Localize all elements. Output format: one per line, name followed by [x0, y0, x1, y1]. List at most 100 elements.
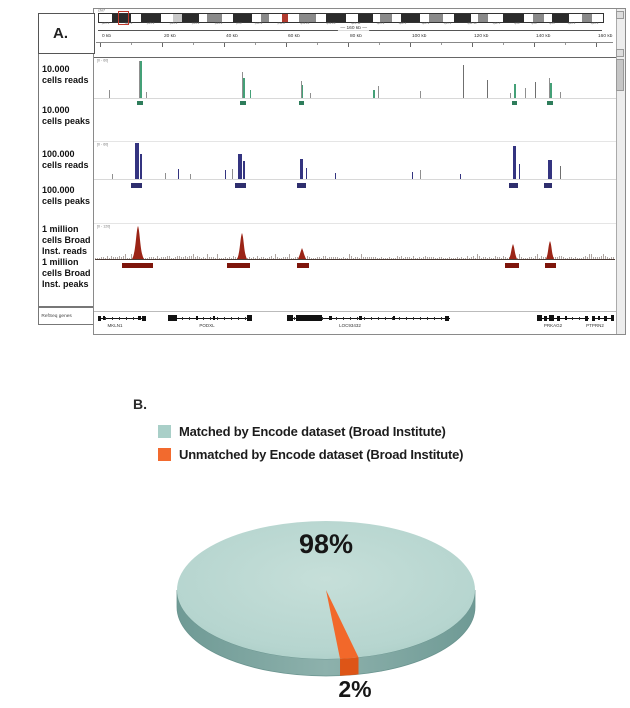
- read-coverage-spike: [109, 90, 110, 98]
- ideogram-band: [372, 14, 381, 22]
- read-coverage-spike: [146, 92, 147, 98]
- legend-row: Matched by Encode dataset (Broad Institu…: [158, 424, 446, 439]
- ruler-tick: [534, 43, 535, 47]
- red-track-svg: [95, 226, 615, 260]
- read-coverage-spike: [535, 82, 536, 98]
- read-coverage-spike: [140, 154, 142, 179]
- refseq-label-box: RefSeq genes: [38, 307, 95, 325]
- scrollbar-thumb: [616, 59, 624, 91]
- legend-label: Matched by Encode dataset (Broad Institu…: [179, 424, 446, 439]
- chromosome-label: chr7: [98, 9, 106, 13]
- read-coverage-spike: [243, 161, 245, 179]
- ruler-tick-label: 60 kb: [288, 34, 300, 39]
- track-scale-label: [0 - 60]: [97, 143, 109, 147]
- read-coverage-spike: [560, 166, 561, 179]
- track-label: 1 million cells Broad Inst. peaks: [42, 257, 91, 289]
- ruler-minor-tick: [379, 43, 380, 45]
- gene-exon: [138, 316, 141, 320]
- track-label: 10.000 cells reads: [42, 64, 89, 85]
- read-coverage-spike: [548, 160, 552, 179]
- ideogram-band: [533, 14, 545, 22]
- ideogram-band: [552, 14, 569, 22]
- peak-call-box: [297, 263, 309, 268]
- ideogram-band: [182, 14, 200, 22]
- pie-value-label-2: 2%: [338, 676, 372, 702]
- band-name: p14.3: [192, 22, 200, 25]
- ruler-tick-label: 120 kb: [474, 34, 489, 39]
- ruler-tick-label: 80 kb: [350, 34, 362, 39]
- ideogram-band: [419, 14, 430, 22]
- ideogram-band: [161, 14, 173, 22]
- band-name: q31.32: [467, 22, 477, 25]
- gene-name: PRKAG2: [543, 324, 563, 329]
- read-coverage-spike: [560, 92, 561, 98]
- refseq-label: RefSeq genes: [41, 313, 72, 319]
- ideogram-band: [316, 14, 326, 22]
- legend-row: Unmatched by Encode dataset (Broad Insti…: [158, 447, 463, 462]
- peak-call-box: [505, 263, 519, 268]
- track-scale-label: [0 - 60]: [97, 59, 109, 63]
- track-label: 100.000 cells reads: [42, 149, 89, 170]
- scroll-down-button: [616, 49, 624, 57]
- track-label: 10.000 cells peaks: [42, 105, 91, 126]
- legend-swatch-matched: [158, 425, 171, 438]
- ideogram-band: [391, 14, 401, 22]
- pie-value-label-98: 98%: [298, 529, 354, 559]
- chromosome-ideogram: [98, 13, 604, 23]
- band-name: q21.3: [376, 22, 384, 25]
- band-name: q36.3: [590, 22, 599, 25]
- band-name: p12.2: [255, 22, 263, 25]
- read-coverage-spike: [242, 78, 245, 98]
- igv-panel: chr7 p21.3 p21.1 p15.3 p15.1 p14.3 p14.1 p13 p1…: [93, 8, 626, 335]
- gene-strand-ticks: [98, 317, 146, 320]
- ruler-tick: [100, 43, 101, 47]
- read-coverage-spike: [420, 91, 421, 98]
- peak-call-box: [227, 263, 250, 268]
- read-coverage-spike: [525, 88, 526, 98]
- ruler-tick-label: 40 kb: [226, 34, 238, 39]
- track-scale-label: [0 - 120]: [97, 225, 111, 229]
- gene-exon: [98, 316, 101, 321]
- panel-a-track-label-column: [38, 13, 95, 307]
- peak-call-box: [297, 183, 306, 188]
- ideogram-band: [287, 14, 300, 22]
- ideogram-band: [591, 14, 603, 22]
- read-coverage-spike: [190, 174, 191, 179]
- gene-exon: [359, 316, 362, 320]
- peak-call-box: [240, 101, 246, 105]
- read-coverage-spike: [335, 173, 336, 179]
- scrollbar-track: [616, 9, 625, 334]
- ruler-tick-label: 20 kb: [164, 34, 176, 39]
- read-coverage-spike: [519, 164, 520, 179]
- gene-name: MKLN1: [107, 324, 123, 329]
- ruler-tick: [286, 43, 287, 47]
- ruler-line: [96, 42, 613, 43]
- ideogram-band: [233, 14, 252, 22]
- band-name: q32.1: [492, 22, 501, 25]
- ideogram-band: [523, 14, 534, 22]
- read-coverage-spike: [112, 174, 113, 179]
- read-coverage-spike: [378, 86, 379, 98]
- band-name: q35: [549, 22, 555, 25]
- gene-exon: [168, 315, 177, 321]
- ideogram-band: [268, 14, 283, 22]
- read-coverage-spike: [549, 83, 552, 98]
- read-coverage-spike: [301, 81, 302, 98]
- ideogram-band: [99, 14, 113, 22]
- ideogram-band: [568, 14, 583, 22]
- ideogram-band: [282, 14, 288, 22]
- ideogram-band: [429, 14, 443, 22]
- peak-call-box: [137, 101, 143, 105]
- ideogram-band: [140, 14, 162, 22]
- ideogram-band: [346, 14, 358, 22]
- gene-track-separator: [94, 311, 625, 312]
- pie-slice-unmatched: [326, 590, 359, 659]
- gene-exon: [329, 316, 332, 320]
- blue-baseline: [94, 179, 625, 180]
- gene-name: PTPRN2: [586, 324, 604, 329]
- ideogram-band: [172, 14, 183, 22]
- smooth-coverage-peak: [509, 244, 517, 259]
- read-coverage-spike: [250, 90, 251, 98]
- read-coverage-spike: [238, 154, 242, 179]
- gene-name: PODXL: [199, 324, 215, 329]
